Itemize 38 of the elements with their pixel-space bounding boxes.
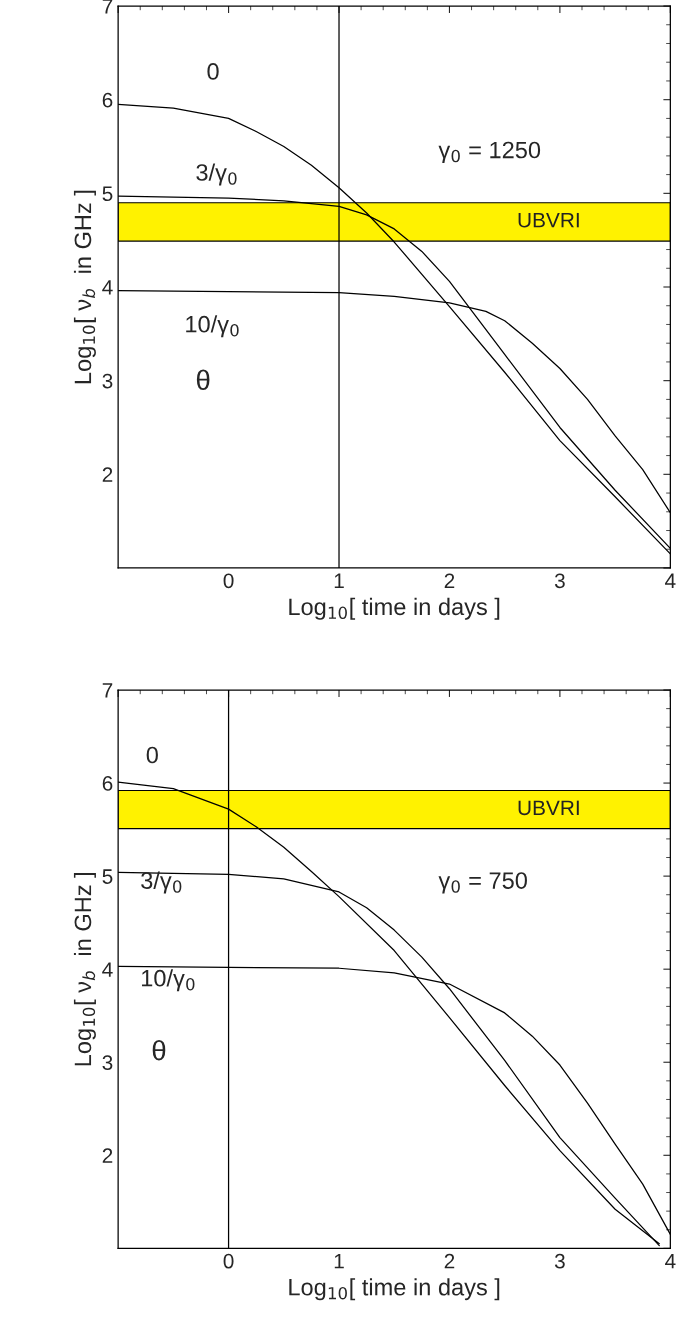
annotation: θ	[152, 1040, 166, 1061]
y-tick-label: 7	[102, 0, 113, 14]
band-label: UBVRI	[518, 212, 579, 228]
x-tick-label: 0	[223, 573, 234, 589]
annotation: 10/γ$_{0}$	[142, 969, 195, 992]
annotation: 3/γ$_{0}$	[141, 871, 182, 894]
x-tick-label: 4	[665, 573, 676, 588]
y-tick-label: 3	[102, 373, 113, 389]
x-tick-label: 1	[334, 1253, 344, 1269]
y-tick-label: 5	[102, 186, 113, 202]
annotation: 0	[146, 746, 158, 764]
x-tick-label: 3	[554, 573, 565, 589]
y-tick-label: 6	[102, 776, 113, 791]
y-axis-title: Log$_{10}$[ ν$_{b}$ in GHz ]	[73, 190, 96, 384]
band-label: UBVRI	[518, 800, 579, 816]
x-axis-title: Log$_{10}$[ time in days ]	[289, 597, 500, 620]
y-axis-title: Log$_{10}$[ ν$_{b}$ in GHz ]	[73, 872, 96, 1066]
annotation: γ$_{0}$ = 1250	[438, 141, 541, 164]
y-tick-label: 2	[102, 467, 113, 482]
y-tick-label: 6	[102, 92, 113, 108]
x-axis-title: Log$_{10}$[ time in days ]	[289, 1278, 500, 1301]
x-tick-label: 4	[665, 1253, 676, 1269]
x-tick-label: 1	[334, 573, 344, 588]
y-tick-label: 4	[102, 962, 113, 977]
y-tick-label: 2	[102, 1148, 113, 1163]
annotation: 0	[207, 63, 219, 80]
y-tick-label: 7	[102, 683, 113, 698]
annotation: 3/γ$_{0}$	[196, 163, 237, 186]
annotation: θ	[196, 369, 210, 390]
y-tick-label: 3	[102, 1055, 113, 1070]
x-tick-label: 2	[444, 1253, 455, 1269]
x-tick-label: 3	[554, 1253, 565, 1269]
annotation: γ$_{0}$ = 750	[438, 872, 527, 894]
x-tick-label: 2	[444, 573, 455, 588]
x-tick-label: 0	[223, 1253, 234, 1269]
annotation: 10/γ$_{0}$	[186, 315, 239, 338]
y-tick-label: 5	[102, 869, 113, 884]
y-tick-label: 4	[102, 280, 113, 295]
